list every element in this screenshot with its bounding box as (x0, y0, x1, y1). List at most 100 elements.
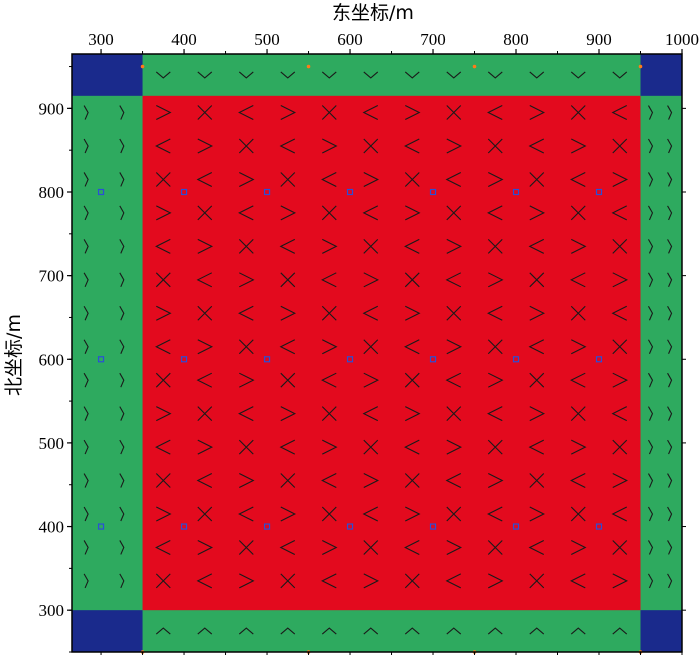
interior-glyph (155, 172, 171, 187)
interior-glyph (529, 205, 545, 221)
interior-glyph (487, 105, 503, 121)
x-tick-label: 1000 (665, 30, 699, 49)
interior-glyph (404, 372, 420, 388)
interior-glyph (570, 105, 586, 120)
edge-glyph (238, 71, 254, 79)
blue-point (97, 188, 105, 196)
edge-glyph (119, 306, 125, 321)
interior-glyph (612, 473, 628, 489)
edge-glyph (83, 172, 89, 187)
zone-corner-bottom-right (640, 610, 682, 652)
interior-glyph (280, 372, 296, 388)
interior-glyph (405, 506, 421, 522)
edge-glyph (647, 473, 654, 488)
edge-glyph (647, 506, 654, 522)
interior-glyph (488, 372, 504, 388)
edge-glyph (446, 627, 462, 635)
interior-glyph (322, 439, 338, 455)
edge-glyph (647, 138, 654, 154)
edge-glyph (647, 540, 654, 555)
edge-glyph (155, 627, 171, 635)
edge-glyph (83, 239, 89, 254)
interior-glyph (404, 473, 420, 488)
interior-glyph (529, 305, 545, 321)
interior-glyph (529, 105, 545, 121)
interior-glyph (321, 305, 337, 321)
edge-glyph (667, 239, 673, 254)
interior-glyph (239, 473, 255, 489)
x-axis-title: 东坐标/m (332, 2, 414, 24)
interior-glyph (321, 272, 337, 288)
edge-glyph (647, 339, 654, 354)
zone-interior (142, 95, 641, 611)
blue-point (429, 356, 437, 363)
interior-glyph (196, 372, 213, 388)
edge-glyph (238, 627, 254, 635)
y-tick-label: 600 (39, 350, 65, 369)
interior-glyph (405, 105, 421, 121)
interior-glyph (280, 205, 297, 221)
interior-glyph (322, 238, 338, 254)
interior-glyph (404, 573, 420, 589)
interior-glyph (446, 238, 462, 254)
edge-glyph (197, 627, 213, 635)
orange-point (306, 64, 311, 69)
interior-glyph (155, 539, 171, 555)
interior-glyph (238, 506, 254, 522)
interior-glyph (322, 138, 338, 154)
interior-glyph (155, 439, 171, 455)
interior-glyph (445, 272, 462, 288)
edge-glyph (83, 105, 89, 120)
interior-glyph (446, 539, 462, 555)
edge-glyph (647, 172, 654, 187)
edge-glyph (667, 573, 673, 589)
interior-glyph (197, 439, 214, 455)
blue-point (346, 523, 354, 530)
interior-glyph (156, 105, 172, 121)
interior-glyph (279, 238, 296, 254)
blue-point (180, 188, 188, 196)
interior-glyph (487, 305, 503, 321)
y-axis-title: 北坐标/m (3, 314, 25, 396)
interior-glyph (446, 205, 462, 221)
edge-glyph (119, 339, 125, 354)
edge-glyph (570, 627, 586, 635)
interior-glyph (196, 272, 213, 288)
blue-point (346, 356, 354, 363)
blue-point (180, 523, 188, 530)
blue-point (263, 356, 271, 363)
interior-glyph (570, 305, 586, 321)
edge-glyph (83, 306, 89, 321)
interior-glyph (197, 238, 214, 254)
interior-glyph (487, 439, 503, 455)
interior-glyph (405, 205, 421, 221)
y-tick-label: 900 (39, 99, 65, 118)
interior-glyph (446, 439, 462, 455)
blue-point (97, 523, 105, 530)
plot-area (72, 54, 682, 652)
edge-glyph (667, 205, 673, 221)
interior-glyph (612, 540, 628, 555)
blue-point (180, 356, 188, 363)
interior-glyph (445, 573, 462, 589)
interior-glyph (528, 539, 545, 555)
interior-glyph (279, 339, 296, 355)
edge-glyph (363, 71, 379, 79)
interior-glyph (363, 339, 379, 355)
edge-glyph (321, 627, 337, 635)
edge-glyph (119, 540, 125, 555)
interior-glyph (155, 138, 171, 154)
edge-glyph (487, 627, 503, 635)
edge-glyph (570, 71, 586, 79)
edge-glyph (667, 473, 673, 488)
interior-glyph (238, 105, 254, 121)
interior-glyph (404, 539, 420, 555)
interior-glyph (321, 506, 337, 522)
interior-glyph (571, 238, 587, 254)
edge-glyph (529, 71, 545, 79)
interior-glyph (239, 272, 255, 288)
interior-glyph (529, 372, 545, 388)
interior-glyph (197, 305, 213, 321)
axes-frame (71, 53, 683, 653)
interior-glyph (529, 473, 545, 488)
